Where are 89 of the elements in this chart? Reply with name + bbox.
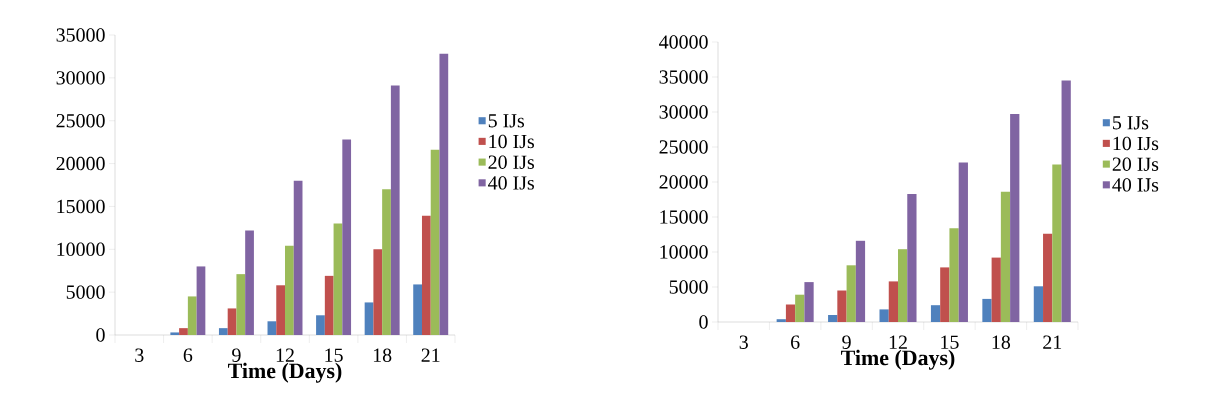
bar [940, 267, 950, 322]
bar [930, 305, 941, 322]
bar [907, 193, 917, 322]
bar [1010, 114, 1020, 322]
bar [430, 149, 440, 335]
bar [958, 162, 968, 322]
bar [382, 189, 391, 335]
legend-label: 10 IJs [1113, 136, 1159, 151]
bar [373, 249, 383, 335]
bar [342, 139, 352, 335]
x-tick-label: 18 [992, 335, 1011, 349]
bar [828, 315, 838, 322]
bar [227, 308, 237, 335]
y-tick-label: 15000 [660, 210, 708, 224]
legend-label: 5 IJs [1113, 116, 1149, 130]
x-tick-label: 21 [1043, 335, 1062, 349]
y-tick-label: 0 [699, 315, 708, 329]
x-tick-label: 15 [325, 348, 343, 362]
y-tick-label: 20000 [659, 175, 708, 189]
y-tick-label: 5000 [66, 285, 105, 299]
x-tick-label: 21 [421, 348, 440, 362]
y-tick-label: 0 [96, 328, 105, 342]
bar [982, 298, 992, 322]
y-tick-label: 30000 [56, 71, 105, 85]
bar [1061, 80, 1071, 322]
y-tick-label: 10000 [57, 242, 105, 256]
bar [804, 282, 814, 322]
x-tick-label: 9 [842, 335, 851, 349]
bar [390, 85, 400, 335]
y-tick-label: 25000 [56, 113, 105, 128]
y-tick-label: 20000 [56, 156, 105, 171]
legend-label: 5 IJs [488, 114, 525, 128]
y-tick-label: 10000 [660, 245, 708, 259]
legend-label: 20 IJs [1112, 157, 1159, 171]
bar [439, 53, 449, 335]
bar [855, 240, 866, 322]
bar [1052, 164, 1062, 322]
bar [795, 294, 805, 322]
bar [421, 215, 431, 335]
bar [316, 315, 325, 335]
x-tick-label: 3 [739, 335, 748, 349]
bar [776, 319, 786, 322]
legend-label: 10 IJs [489, 134, 534, 149]
bar [179, 328, 188, 335]
x-tick-label: 12 [276, 348, 294, 362]
x-tick-label: 3 [135, 348, 144, 362]
bar [413, 284, 422, 335]
bar [196, 266, 206, 335]
bar [218, 328, 228, 335]
legend-label: 40 IJs [488, 176, 534, 190]
bar [888, 281, 899, 322]
bar [333, 223, 343, 335]
x-tick-label: 12 [889, 335, 907, 349]
bar [785, 304, 796, 322]
bar [276, 285, 285, 335]
y-tick-label: 30000 [659, 105, 708, 119]
x-tick-label: 6 [183, 348, 193, 362]
x-tick-label: 18 [373, 348, 392, 362]
legend-label: 40 IJs [1112, 178, 1159, 192]
bar [187, 296, 197, 335]
bar [1033, 286, 1044, 322]
x-axis-title: Time (Days) [841, 349, 955, 370]
y-tick-label: 5000 [669, 280, 708, 294]
bar [898, 249, 908, 322]
bar [364, 302, 374, 335]
x-tick-label: 6 [791, 335, 800, 349]
bar [991, 257, 1001, 322]
bar [245, 230, 254, 335]
bar [170, 332, 180, 335]
bar [1000, 191, 1011, 322]
bar [837, 290, 847, 322]
x-axis-title: Time (Days) [228, 362, 342, 383]
bar [949, 228, 959, 322]
bar [285, 245, 294, 335]
bar [293, 180, 303, 335]
bar [846, 265, 856, 322]
y-tick-label: 15000 [57, 199, 105, 214]
y-tick-label: 40000 [659, 35, 708, 49]
bar [267, 321, 277, 335]
bar [324, 275, 334, 335]
bar [236, 274, 246, 335]
y-tick-label: 35000 [56, 28, 105, 42]
x-tick-label: 15 [941, 335, 959, 349]
bar [1043, 233, 1053, 322]
y-tick-label: 35000 [659, 70, 708, 84]
y-tick-label: 25000 [659, 140, 708, 154]
bar [879, 309, 889, 322]
legend-label: 20 IJs [488, 155, 534, 169]
x-tick-label: 9 [232, 348, 241, 362]
